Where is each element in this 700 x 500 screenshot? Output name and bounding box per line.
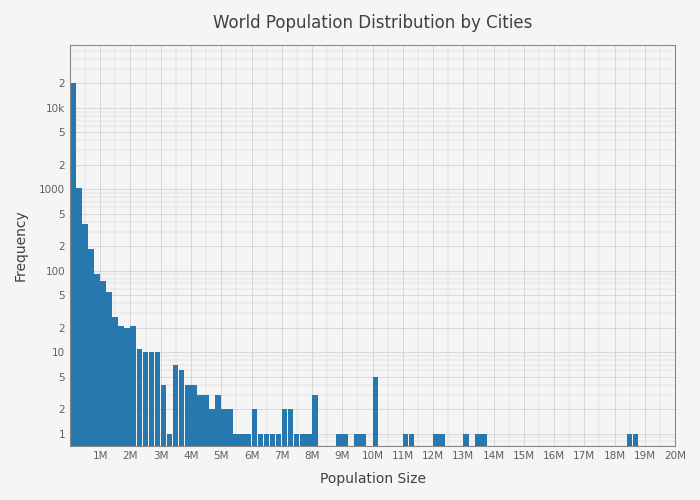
- Bar: [626, 434, 632, 500]
- Y-axis label: Frequency: Frequency: [14, 210, 28, 281]
- X-axis label: Population Size: Population Size: [319, 472, 426, 486]
- Bar: [475, 434, 481, 500]
- Bar: [221, 409, 227, 500]
- Bar: [300, 434, 305, 500]
- Bar: [276, 434, 281, 500]
- Bar: [148, 352, 154, 500]
- Bar: [88, 249, 94, 500]
- Bar: [312, 394, 318, 500]
- Bar: [270, 434, 275, 500]
- Bar: [264, 434, 270, 500]
- Bar: [409, 434, 414, 500]
- Bar: [433, 434, 439, 500]
- Bar: [191, 384, 197, 500]
- Bar: [360, 434, 366, 500]
- Bar: [215, 394, 220, 500]
- Bar: [282, 409, 287, 500]
- Bar: [342, 434, 348, 500]
- Bar: [633, 434, 638, 500]
- Bar: [336, 434, 342, 500]
- Bar: [173, 364, 178, 500]
- Bar: [100, 281, 106, 500]
- Bar: [143, 352, 148, 500]
- Bar: [251, 409, 257, 500]
- Bar: [239, 434, 245, 500]
- Bar: [402, 434, 408, 500]
- Bar: [167, 434, 172, 500]
- Bar: [439, 434, 444, 500]
- Bar: [70, 84, 76, 500]
- Bar: [161, 384, 167, 500]
- Bar: [106, 292, 112, 500]
- Bar: [82, 224, 88, 500]
- Bar: [185, 384, 190, 500]
- Title: World Population Distribution by Cities: World Population Distribution by Cities: [213, 14, 532, 32]
- Bar: [294, 434, 300, 500]
- Bar: [76, 188, 82, 500]
- Bar: [228, 409, 233, 500]
- Bar: [288, 409, 293, 500]
- Bar: [258, 434, 263, 500]
- Bar: [197, 394, 202, 500]
- Bar: [94, 274, 100, 500]
- Bar: [233, 434, 239, 500]
- Bar: [118, 326, 124, 500]
- Bar: [354, 434, 360, 500]
- Bar: [209, 409, 215, 500]
- Bar: [246, 434, 251, 500]
- Bar: [372, 376, 378, 500]
- Bar: [155, 352, 160, 500]
- Bar: [125, 328, 130, 500]
- Bar: [463, 434, 469, 500]
- Bar: [179, 370, 185, 500]
- Bar: [306, 434, 312, 500]
- Bar: [136, 349, 142, 500]
- Bar: [482, 434, 487, 500]
- Bar: [112, 317, 118, 500]
- Bar: [203, 394, 209, 500]
- Bar: [130, 326, 136, 500]
